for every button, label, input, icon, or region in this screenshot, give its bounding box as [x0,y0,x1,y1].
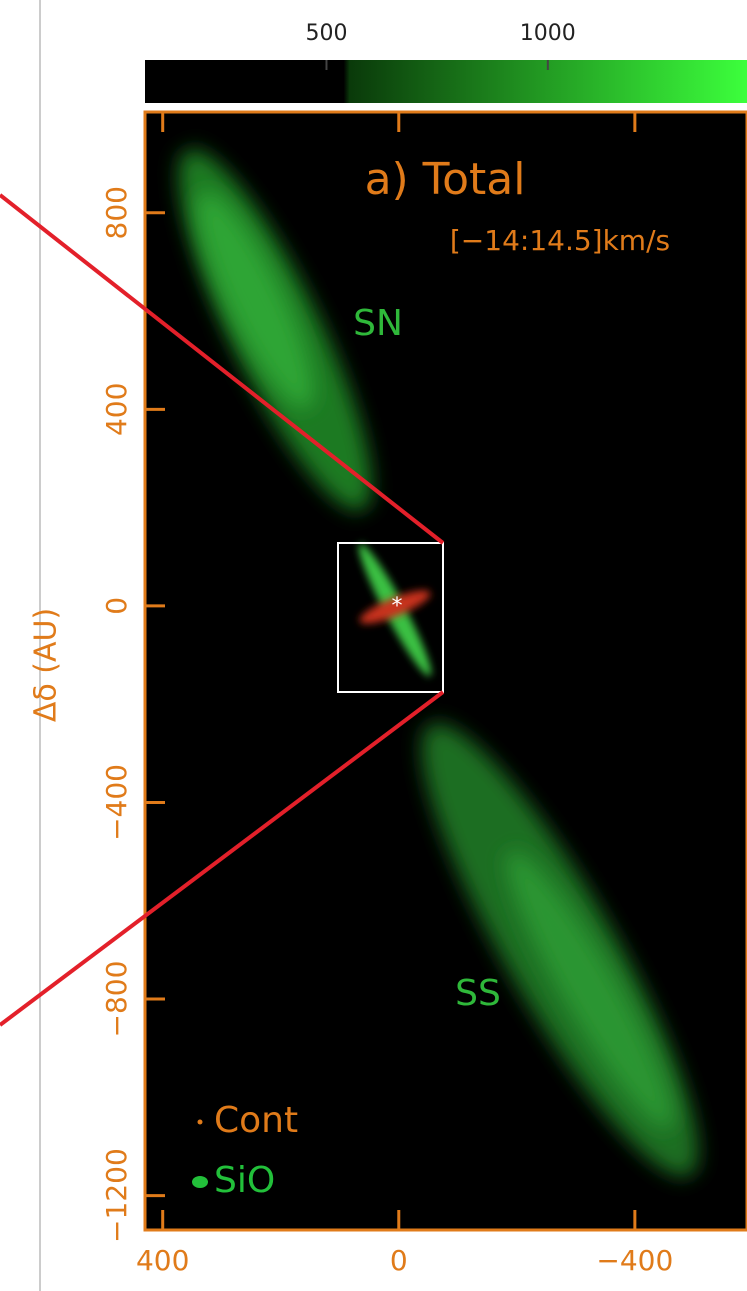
y-tick-label: −400 [100,764,133,841]
y-tick-label: 0 [100,597,133,615]
x-tick-label: −400 [596,1244,673,1277]
colorbar-tick-label: 1000 [520,21,576,46]
y-tick-label: 400 [100,383,133,436]
colorbar-tick-label: 500 [305,21,347,46]
x-tick-label: 0 [390,1244,408,1277]
legend-label: Cont [214,1100,298,1141]
colorbar [145,60,747,103]
legend-marker [192,1176,208,1188]
legend-label: SiO [214,1160,275,1201]
x-tick-label: 400 [136,1244,189,1277]
y-tick-label: 800 [100,186,133,239]
panel-title: a) Total [365,154,526,205]
y-tick-label: −1200 [100,1148,133,1243]
region-label: SN [353,303,403,344]
figure: * a) Total [−14:14.5]km/s Δδ (AU) −1200 −… [0,0,747,1291]
y-tick-label: −800 [100,961,133,1038]
region-label: SS [455,973,501,1014]
y-axis-label: Δδ (AU) [29,608,64,722]
velocity-range: [−14:14.5]km/s [450,224,670,257]
legend-marker [198,1120,203,1125]
star-marker: * [392,594,403,619]
page: {"chart_data": {"type": "image", "title"… [0,0,747,1291]
